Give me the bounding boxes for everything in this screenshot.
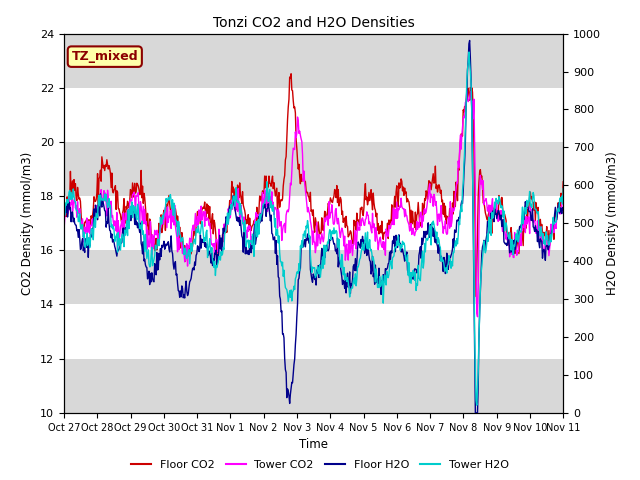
X-axis label: Time: Time: [299, 438, 328, 451]
Bar: [64, 196, 563, 250]
Y-axis label: H2O Density (mmol/m3): H2O Density (mmol/m3): [607, 151, 620, 295]
Y-axis label: CO2 Density (mmol/m3): CO2 Density (mmol/m3): [22, 152, 35, 295]
Text: TZ_mixed: TZ_mixed: [72, 50, 138, 63]
Legend: Floor CO2, Tower CO2, Floor H2O, Tower H2O: Floor CO2, Tower CO2, Floor H2O, Tower H…: [126, 456, 514, 474]
Bar: [64, 304, 563, 359]
Bar: [64, 88, 563, 142]
Title: Tonzi CO2 and H2O Densities: Tonzi CO2 and H2O Densities: [212, 16, 415, 30]
